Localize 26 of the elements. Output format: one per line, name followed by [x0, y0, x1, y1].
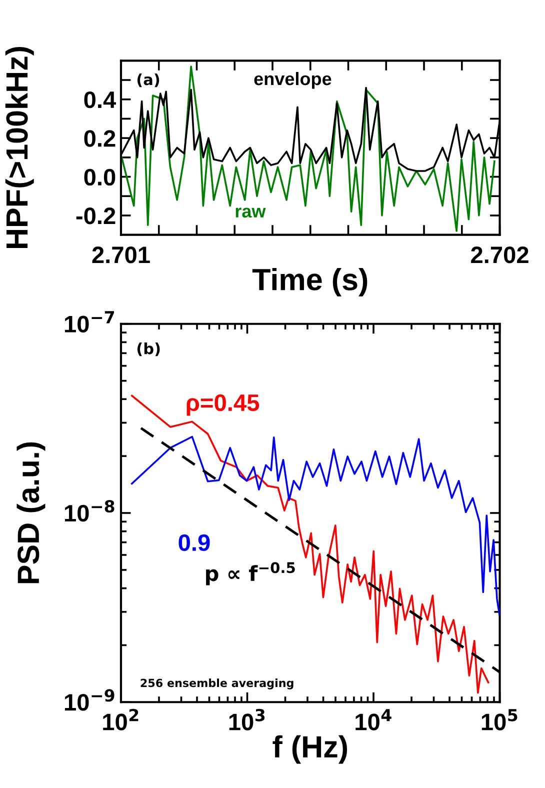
annotation: p ∝ f$^{−0.5}$: [206, 562, 295, 586]
y-tick-label: 10$^{−7}$: [64, 311, 114, 332]
text: 0.9: [178, 534, 210, 552]
x-tick-label: 2.701: [92, 246, 150, 264]
y-tick-label: 0.2: [84, 130, 116, 147]
series-label: raw: [236, 208, 266, 218]
series-label: ρ=0.45: [186, 394, 260, 416]
y-tick-label: 0.0: [84, 168, 116, 186]
y-axis-title: PSD (a.u.): [16, 442, 46, 584]
y-tick-label: 10$^{−8}$: [64, 500, 114, 522]
y-tick-label: 10$^{−9}$: [64, 689, 114, 711]
x-tick-label: 10$^{4}$: [356, 709, 392, 730]
x-tick-label: 10$^{3}$: [229, 708, 265, 730]
legend-label: envelope: [254, 72, 332, 89]
x-tick-label: 2.702: [471, 246, 528, 264]
x-axis-title: f (Hz): [272, 735, 348, 764]
annotation: (a): [137, 73, 160, 88]
x-tick-label: 10$^{5}$: [482, 709, 518, 730]
y-tick-label: -0.2: [76, 208, 116, 224]
y-axis-title: HPF(>100kHz): [5, 46, 34, 248]
y-tick-label: 0.4: [84, 91, 116, 108]
line-series: [120, 66, 496, 232]
annotation: 256 ensemble averaging: [140, 678, 294, 690]
x-tick-label: 10$^{2}$: [103, 708, 138, 730]
x-axis-title: Time (s): [252, 268, 368, 296]
annotation: (b): [137, 342, 160, 356]
